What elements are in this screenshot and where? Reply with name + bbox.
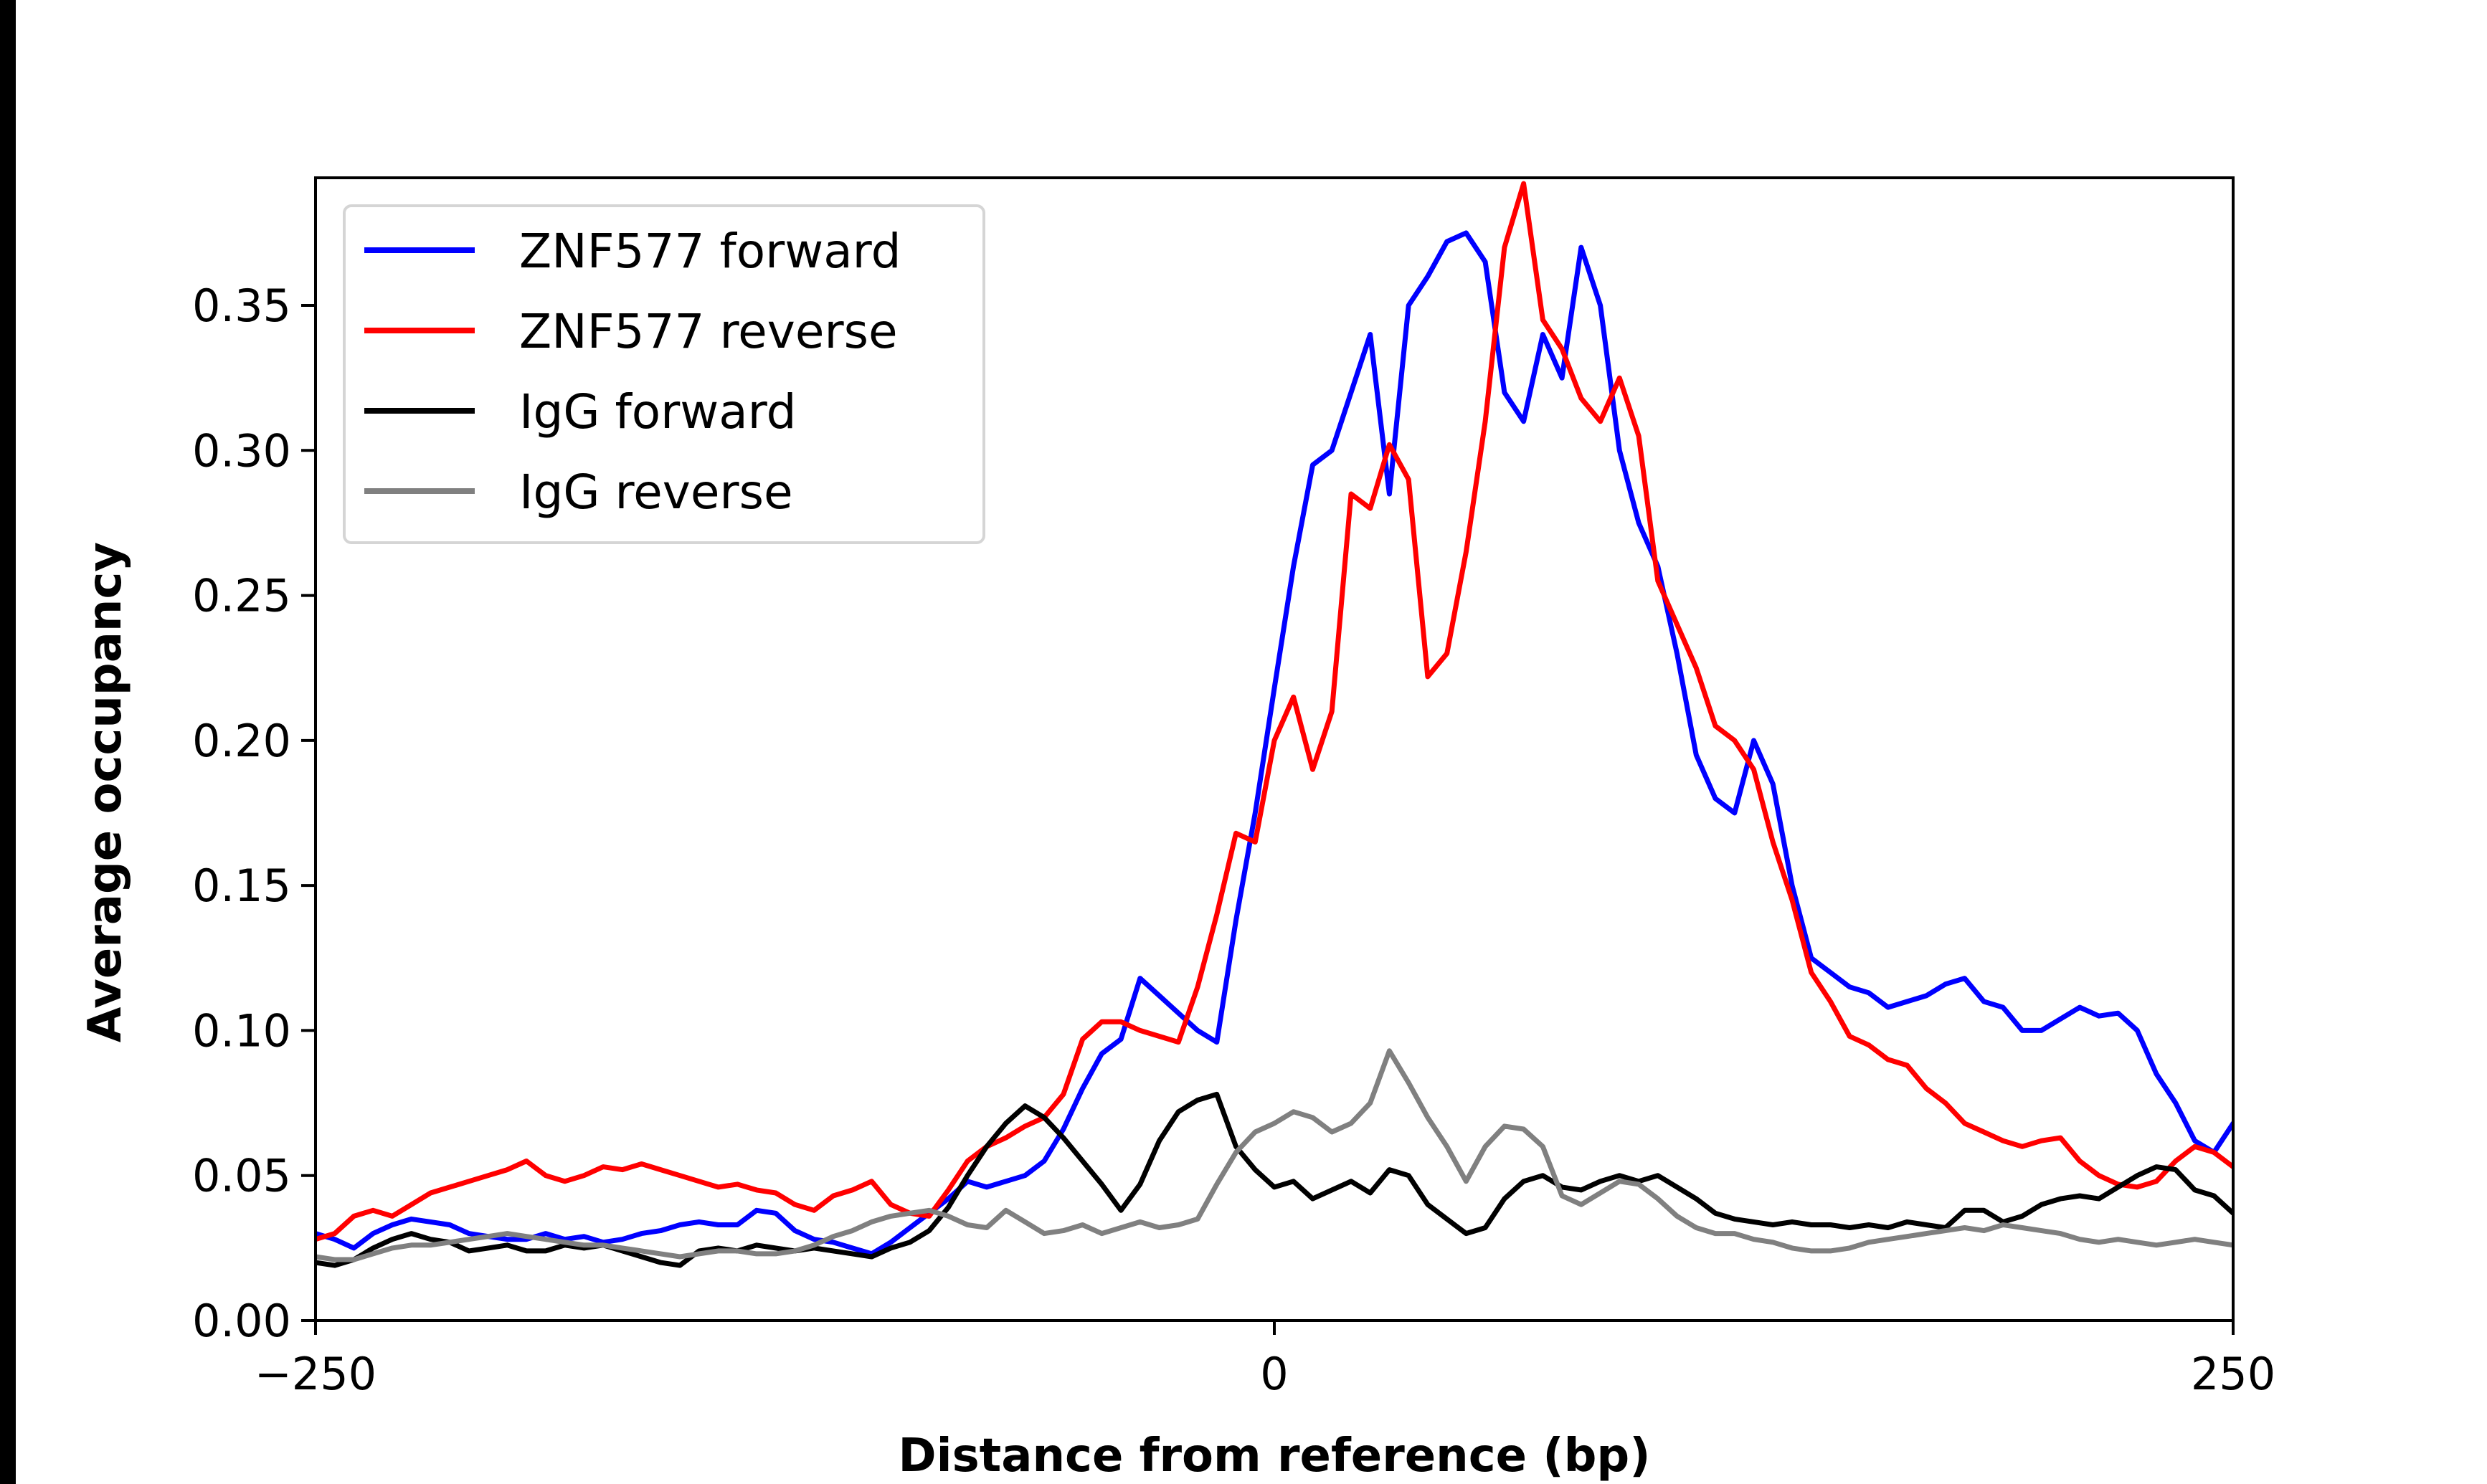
y-axis: 0.00 0.05 0.10 0.15 0.20 0.25 0.30 0.35 [192, 280, 316, 1347]
y-tick-label: 0.35 [192, 280, 291, 332]
y-tick-label: 0.05 [192, 1150, 291, 1202]
legend-label: IgG forward [519, 384, 797, 439]
x-tick-label: 0 [1260, 1348, 1288, 1400]
series-line-znf577-forward [316, 230, 2233, 1257]
series-line-znf577-reverse [316, 181, 2233, 1242]
x-axis-label: Distance from reference (bp) [899, 1430, 1651, 1483]
series-layer [316, 181, 2233, 1268]
y-tick-label: 0.10 [192, 1004, 291, 1057]
legend-label: ZNF577 reverse [519, 304, 898, 359]
y-tick-label: 0.00 [192, 1295, 291, 1347]
series-line-igg-reverse [316, 1048, 2233, 1262]
x-tick-label: −250 [255, 1348, 376, 1400]
x-axis: −250 0 250 [255, 1321, 2275, 1400]
legend: ZNF577 forward ZNF577 reverse IgG forward I… [343, 204, 985, 544]
series-line-igg-forward [316, 1091, 2233, 1268]
legend-box [343, 204, 985, 544]
legend-item: ZNF577 reverse [364, 304, 898, 359]
y-tick-label: 0.20 [192, 715, 291, 767]
legend-item: IgG forward [364, 384, 797, 439]
legend-label: IgG reverse [519, 465, 793, 520]
x-tick-label: 250 [2191, 1348, 2275, 1400]
legend-item: IgG reverse [364, 465, 793, 520]
y-tick-label: 0.30 [192, 424, 291, 477]
legend-item: ZNF577 forward [364, 224, 901, 279]
legend-label: ZNF577 forward [519, 224, 901, 279]
left-edge-bar [0, 0, 16, 1484]
y-tick-label: 0.15 [192, 860, 291, 912]
y-axis-label: Average occupancy [79, 542, 132, 1042]
y-tick-label: 0.25 [192, 570, 291, 622]
